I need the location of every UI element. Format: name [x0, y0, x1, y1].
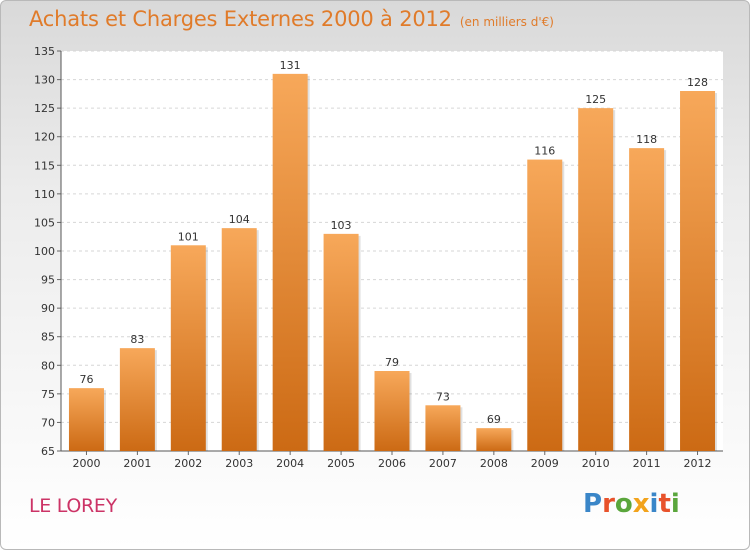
bar-value-label: 131 — [280, 59, 301, 72]
bar — [374, 371, 410, 451]
bar — [680, 91, 716, 451]
logo-letter: i — [670, 489, 680, 519]
y-tick-label: 125 — [34, 102, 55, 115]
bar-value-label: 104 — [229, 213, 250, 226]
bar — [170, 245, 206, 451]
x-tick-label: 2012 — [684, 457, 712, 470]
y-tick-label: 110 — [34, 188, 55, 201]
bar — [476, 428, 512, 451]
logo-letter: r — [602, 489, 615, 519]
bar — [323, 233, 359, 451]
x-tick-label: 2004 — [276, 457, 304, 470]
logo-letter: o — [614, 489, 633, 519]
logo-letter: t — [658, 489, 671, 519]
bar-value-label: 116 — [534, 145, 555, 158]
y-tick-label: 90 — [41, 302, 55, 315]
logo-letter: i — [649, 489, 659, 519]
y-tick-label: 130 — [34, 74, 55, 87]
commune-name: LE LOREY — [29, 495, 117, 517]
y-tick-label: 135 — [34, 45, 55, 58]
bar-value-label: 118 — [636, 133, 657, 146]
bar — [119, 348, 155, 451]
x-tick-label: 2005 — [327, 457, 355, 470]
x-tick-label: 2003 — [225, 457, 253, 470]
x-tick-label: 2009 — [531, 457, 559, 470]
chart-header: Achats et Charges Externes 2000 à 2012 (e… — [29, 7, 554, 31]
y-tick-label: 100 — [34, 245, 55, 258]
bar-value-label: 103 — [331, 219, 352, 232]
chart-title: Achats et Charges Externes 2000 à 2012 — [29, 7, 452, 31]
bar — [629, 148, 665, 451]
bar — [68, 388, 104, 451]
y-tick-label: 75 — [41, 388, 55, 401]
y-tick-label: 65 — [41, 445, 55, 458]
x-tick-label: 2006 — [378, 457, 406, 470]
bar — [527, 159, 563, 452]
chart-subtitle: (en milliers d'€) — [459, 15, 554, 29]
y-tick-label: 80 — [41, 359, 55, 372]
bar-value-label: 76 — [79, 373, 93, 386]
bar-value-label: 69 — [487, 413, 501, 426]
x-tick-label: 2002 — [174, 457, 202, 470]
bar — [272, 73, 308, 451]
y-tick-label: 120 — [34, 131, 55, 144]
bar-value-label: 83 — [130, 333, 144, 346]
x-tick-label: 2010 — [582, 457, 610, 470]
bar-value-label: 125 — [585, 93, 606, 106]
y-tick-label: 70 — [41, 416, 55, 429]
bar — [425, 405, 461, 451]
logo-letter: x — [632, 489, 650, 519]
bar — [221, 228, 257, 451]
bar-value-label: 79 — [385, 356, 399, 369]
y-tick-label: 85 — [41, 331, 55, 344]
bar-value-label: 128 — [687, 76, 708, 89]
logo-letter: P — [583, 489, 603, 519]
x-tick-label: 2007 — [429, 457, 457, 470]
x-tick-label: 2011 — [633, 457, 661, 470]
bar-value-label: 101 — [178, 230, 199, 243]
y-tick-label: 115 — [34, 159, 55, 172]
y-tick-label: 105 — [34, 216, 55, 229]
y-tick-label: 95 — [41, 274, 55, 287]
proxiti-logo: Proxiti — [583, 489, 680, 519]
x-tick-label: 2000 — [72, 457, 100, 470]
bar-value-label: 73 — [436, 390, 450, 403]
x-tick-label: 2008 — [480, 457, 508, 470]
bar — [578, 108, 614, 452]
x-tick-label: 2001 — [123, 457, 151, 470]
